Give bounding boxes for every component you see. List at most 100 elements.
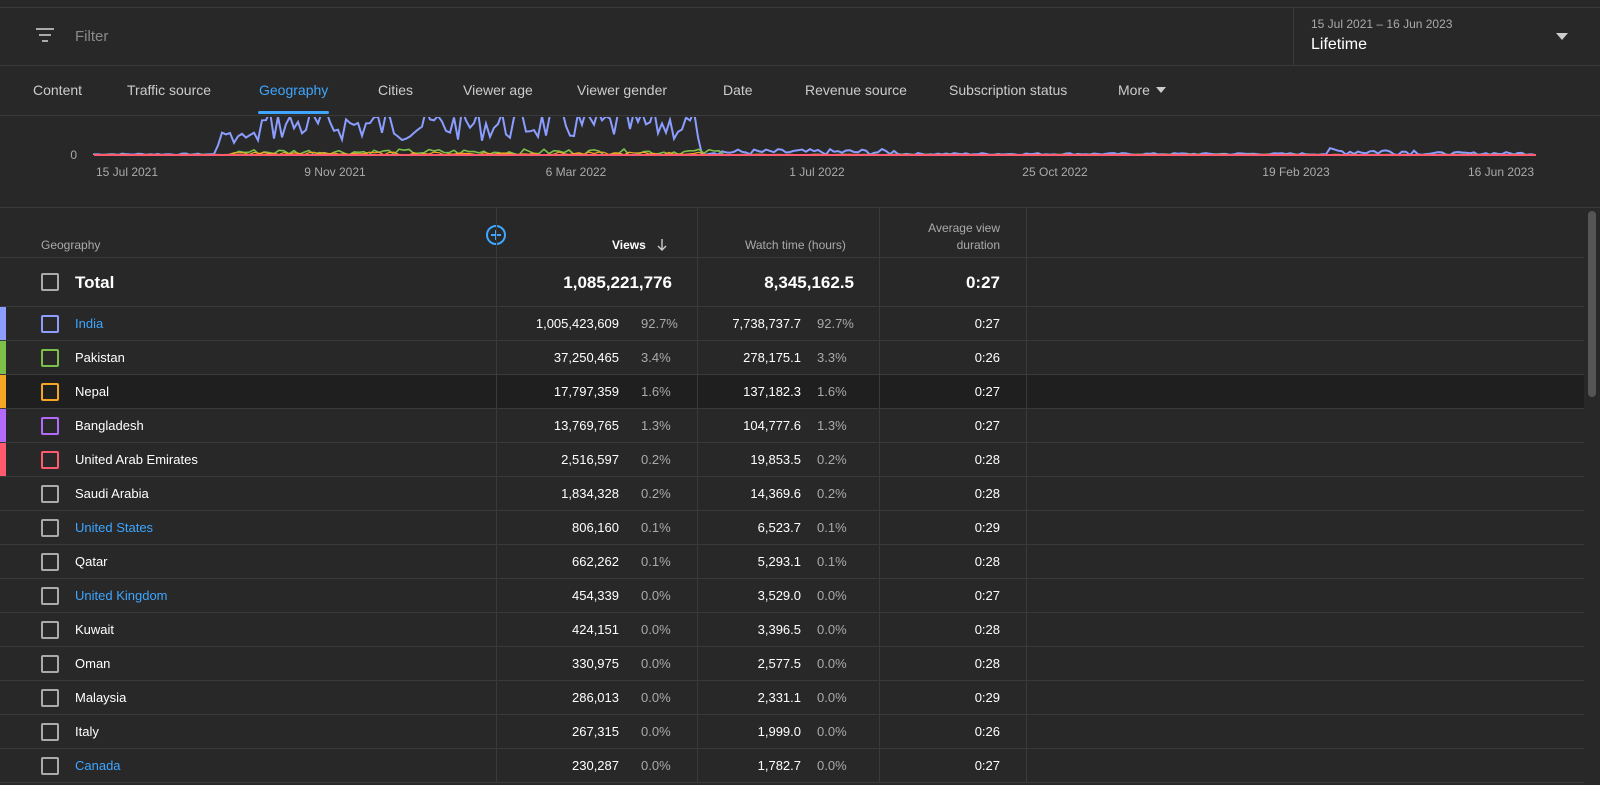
row-checkbox[interactable]	[41, 757, 59, 775]
views-percent: 0.1%	[641, 520, 671, 535]
table-row[interactable]: Canada 230,287 0.0% 1,782.7 0.0% 0:27	[0, 749, 1584, 783]
table-row[interactable]: Kuwait 424,151 0.0% 3,396.5 0.0% 0:28	[0, 613, 1584, 647]
tab-date[interactable]: Date	[723, 82, 753, 98]
views-percent: 0.0%	[641, 724, 671, 739]
views-value: 454,339	[572, 588, 619, 603]
header-watch-time[interactable]: Watch time (hours)	[745, 238, 846, 252]
views-value: 1,005,423,609	[535, 316, 619, 331]
header-views[interactable]: Views	[612, 238, 646, 252]
table-row[interactable]: Pakistan 37,250,465 3.4% 278,175.1 3.3% 0:26	[0, 341, 1584, 375]
country-name[interactable]: United Kingdom	[75, 588, 168, 603]
avg-duration-value: 0:27	[974, 758, 1000, 773]
avg-duration-value: 0:28	[974, 554, 1000, 569]
dropdown-caret-icon[interactable]	[1556, 33, 1568, 40]
table-row[interactable]: India 1,005,423,609 92.7% 7,738,737.7 92.7% 0…	[0, 307, 1584, 341]
sort-down-arrow-icon[interactable]	[657, 238, 667, 252]
views-value: 1,834,328	[561, 486, 619, 501]
table-scrollbar[interactable]	[1588, 211, 1596, 397]
date-range-label: Lifetime	[1311, 36, 1368, 53]
table-row[interactable]: United States 806,160 0.1% 6,523.7 0.1% 0:29	[0, 511, 1584, 545]
country-name: Malaysia	[75, 690, 127, 705]
filter-input[interactable]: Filter	[75, 28, 109, 45]
row-checkbox[interactable]	[41, 315, 59, 333]
chart-x-tick: 25 Oct 2022	[1022, 165, 1088, 179]
table-row[interactable]: Saudi Arabia 1,834,328 0.2% 14,369.6 0.2% 0:2…	[0, 477, 1584, 511]
avg-duration-value: 0:28	[974, 452, 1000, 467]
country-name[interactable]: Canada	[75, 758, 121, 773]
country-name: Qatar	[75, 554, 108, 569]
row-checkbox[interactable]	[41, 553, 59, 571]
tab-geography[interactable]: Geography	[259, 82, 329, 98]
tab-viewer-gender[interactable]: Viewer gender	[577, 82, 668, 98]
row-checkbox[interactable]	[41, 519, 59, 537]
total-views: 1,085,221,776	[563, 273, 672, 292]
row-checkbox[interactable]	[41, 689, 59, 707]
table-row[interactable]: Qatar 662,262 0.1% 5,293.1 0.1% 0:28	[0, 545, 1584, 579]
watch-time-percent: 0.0%	[817, 588, 847, 603]
row-checkbox[interactable]	[41, 723, 59, 741]
row-checkbox[interactable]	[41, 655, 59, 673]
header-avg-duration-line1[interactable]: Average view	[928, 221, 1000, 235]
header-avg-duration-line2[interactable]: duration	[956, 238, 1000, 252]
series-color-indicator	[0, 307, 6, 340]
views-percent: 0.0%	[641, 588, 671, 603]
watch-time-percent: 3.3%	[817, 350, 847, 365]
country-name[interactable]: United States	[75, 520, 154, 535]
watch-time-value: 6,523.7	[757, 520, 801, 535]
views-value: 424,151	[572, 622, 619, 637]
row-checkbox[interactable]	[41, 451, 59, 469]
table-row[interactable]: Malaysia 286,013 0.0% 2,331.1 0.0% 0:29	[0, 681, 1584, 715]
views-chart: 0 15 Jul 2021 9 Nov 2021 6 Mar 2022 1 Ju…	[0, 117, 1600, 207]
filter-icon[interactable]	[36, 28, 54, 42]
table-row[interactable]: United Kingdom 454,339 0.0% 3,529.0 0.0% 0:27	[0, 579, 1584, 613]
views-value: 230,287	[572, 758, 619, 773]
country-name: Bangladesh	[75, 418, 144, 433]
tab-subscription-status[interactable]: Subscription status	[949, 82, 1068, 98]
total-label: Total	[75, 273, 115, 292]
views-value: 330,975	[572, 656, 619, 671]
table-row[interactable]: Oman 330,975 0.0% 2,577.5 0.0% 0:28	[0, 647, 1584, 681]
country-name[interactable]: India	[75, 316, 104, 331]
date-range-picker[interactable]: 15 Jul 2021 – 16 Jun 2023 Lifetime	[1293, 8, 1600, 66]
watch-time-percent: 0.2%	[817, 486, 847, 501]
series-color-indicator	[0, 375, 6, 408]
tab-viewer-age[interactable]: Viewer age	[463, 82, 533, 98]
row-checkbox[interactable]	[41, 417, 59, 435]
country-name: Pakistan	[75, 350, 125, 365]
country-name: Kuwait	[75, 622, 115, 637]
series-color-indicator	[0, 443, 6, 476]
chart-x-tick: 9 Nov 2021	[304, 165, 366, 179]
avg-duration-value: 0:29	[974, 690, 1000, 705]
views-percent: 0.2%	[641, 486, 671, 501]
active-tab-indicator	[258, 111, 329, 114]
total-checkbox[interactable]	[41, 273, 59, 291]
watch-time-value: 137,182.3	[743, 384, 801, 399]
watch-time-value: 3,529.0	[757, 588, 801, 603]
tab-cities[interactable]: Cities	[378, 82, 414, 98]
tab-content[interactable]: Content	[33, 82, 83, 98]
avg-duration-value: 0:28	[974, 622, 1000, 637]
table-row[interactable]: Nepal 17,797,359 1.6% 137,182.3 1.6% 0:27	[0, 375, 1584, 409]
table-row[interactable]: Bangladesh 13,769,765 1.3% 104,777.6 1.3% 0:2…	[0, 409, 1584, 443]
views-value: 13,769,765	[553, 418, 619, 433]
watch-time-percent: 0.0%	[817, 690, 847, 705]
table-row[interactable]: Italy 267,315 0.0% 1,999.0 0.0% 0:26	[0, 715, 1584, 749]
chart-y-tick: 0	[70, 148, 77, 162]
country-name: Nepal	[75, 384, 109, 399]
watch-time-value: 1,999.0	[757, 724, 801, 739]
table-header: Geography Views Watch time (hours) Avera…	[0, 208, 1584, 258]
row-checkbox[interactable]	[41, 485, 59, 503]
geography-table: Geography Views Watch time (hours) Avera…	[0, 208, 1584, 783]
row-checkbox[interactable]	[41, 587, 59, 605]
series-color-indicator	[0, 341, 6, 374]
tab-revenue-source[interactable]: Revenue source	[805, 82, 907, 98]
country-name: Italy	[75, 724, 99, 739]
watch-time-percent: 1.6%	[817, 384, 847, 399]
table-row[interactable]: United Arab Emirates 2,516,597 0.2% 19,853.…	[0, 443, 1584, 477]
tab-more[interactable]: More	[1118, 82, 1166, 98]
row-checkbox[interactable]	[41, 383, 59, 401]
total-row: Total 1,085,221,776 8,345,162.5 0:27	[0, 258, 1584, 307]
row-checkbox[interactable]	[41, 621, 59, 639]
tab-traffic-source[interactable]: Traffic source	[127, 82, 212, 98]
row-checkbox[interactable]	[41, 349, 59, 367]
